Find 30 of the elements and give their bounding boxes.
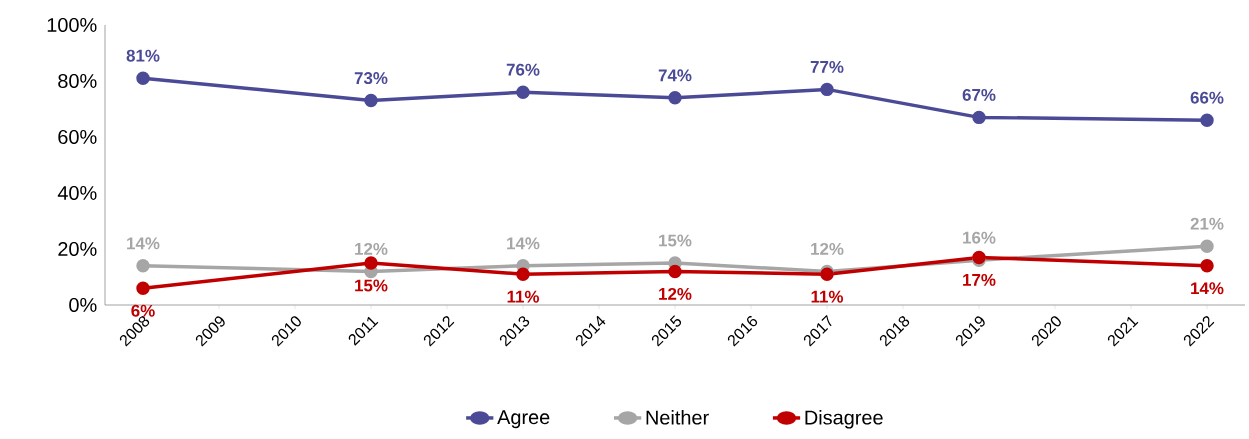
data-label: 11% <box>811 290 844 303</box>
data-label: 76% <box>506 63 540 76</box>
data-label: 6% <box>131 304 155 317</box>
data-label: 17% <box>963 273 996 286</box>
legend-label: Agree <box>497 410 550 429</box>
y-tick-label: 20% <box>58 241 97 257</box>
data-label: 67% <box>962 88 996 101</box>
y-tick-label: 40% <box>57 185 97 201</box>
data-label: 77% <box>810 60 844 73</box>
data-label: 12% <box>355 242 388 255</box>
data-label: 16% <box>963 231 996 244</box>
data-label: 14% <box>127 237 160 250</box>
data-label: 74% <box>658 69 692 82</box>
data-label: 12% <box>659 287 692 300</box>
data-label: 66% <box>1190 91 1224 104</box>
y-tick-label: 80% <box>58 73 97 89</box>
data-label: 21% <box>1190 217 1224 230</box>
y-tick-label: 100% <box>47 17 97 33</box>
data-label: 11% <box>507 290 540 303</box>
data-label: 73% <box>354 72 388 85</box>
data-label: 15% <box>355 279 388 292</box>
data-label: 15% <box>659 234 692 247</box>
data-label: 14% <box>1191 282 1224 295</box>
data-label: 12% <box>811 242 844 255</box>
data-label: 14% <box>507 237 540 250</box>
legend-label: Neither <box>646 409 709 425</box>
y-tick-label: 60% <box>58 129 97 145</box>
y-tick-label: 0% <box>69 297 97 313</box>
data-label: 81% <box>126 49 160 62</box>
legend-label: Disagree <box>805 409 883 429</box>
